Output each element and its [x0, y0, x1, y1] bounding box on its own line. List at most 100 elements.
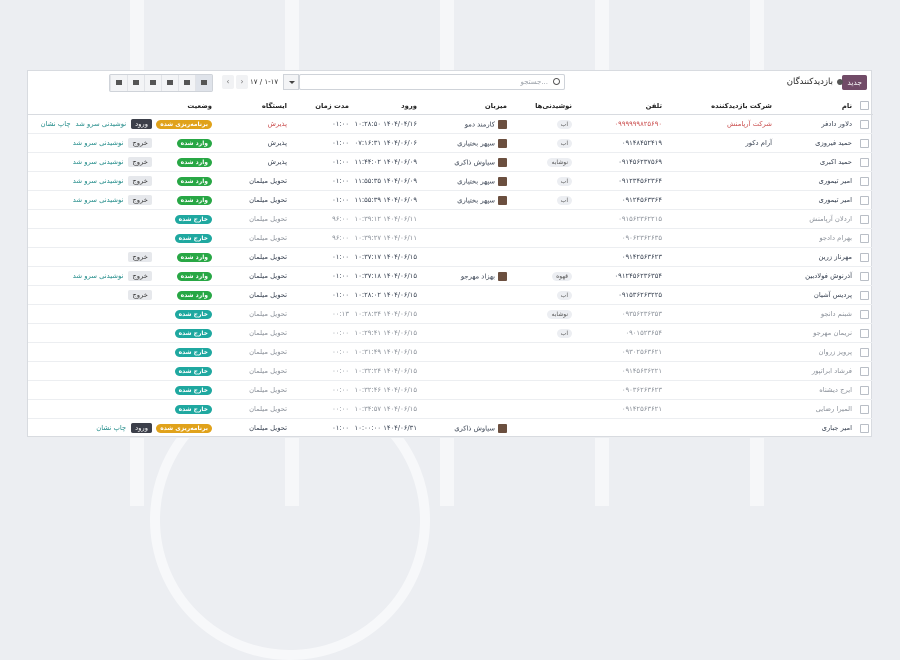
select-cell: [856, 361, 873, 381]
visitor-row[interactable]: مهرناز زرین ۰۹۱۴۲۵۶۳۶۲۳ ۱۴۰۴/۰۶/۱۵ ۱۰:۳۷:۱…: [28, 247, 873, 267]
duration: ۰۱:۰۰: [332, 139, 349, 147]
visitor-row[interactable]: شبنم دانجو ۰۹۳۵۶۲۳۶۳۵۳ نوشابه ۱۴۰۴/۰۶/۱۵ ۱۰…: [28, 304, 873, 324]
view-button[interactable]: [178, 75, 195, 91]
checkbox[interactable]: [860, 233, 869, 243]
actions-cell: [28, 380, 156, 400]
checkbox[interactable]: [860, 385, 869, 395]
checkbox[interactable]: [860, 366, 869, 376]
action-link[interactable]: نوشیدنی سرو شد: [72, 158, 124, 166]
action-link[interactable]: نوشیدنی سرو شد: [75, 120, 127, 128]
name-cell: امیر تیموری: [776, 171, 856, 191]
settings-icon[interactable]: [837, 79, 843, 85]
checkbox[interactable]: [860, 404, 869, 414]
action-link[interactable]: نوشیدنی سرو شد: [72, 139, 124, 147]
checkbox[interactable]: [860, 328, 869, 338]
checkbox[interactable]: [860, 157, 869, 167]
status-badge: وارد شده: [176, 290, 212, 300]
phone: ۰۹۱۴۵۶۲۳۷۵۶۹: [618, 158, 662, 166]
action-link[interactable]: نوشیدنی سرو شد: [72, 272, 124, 280]
next-page[interactable]: ›: [236, 75, 248, 89]
visitor-row[interactable]: حمید فیروزی آرام دکور ۰۹۱۴۸۴۵۲۴۱۹ اب سپهر بخ…: [28, 133, 873, 153]
checkbox[interactable]: [860, 176, 869, 186]
column-header[interactable]: نوشیدنی‌ها: [511, 97, 576, 115]
visitor-row[interactable]: آذرنوش فولادبین ۰۹۱۲۴۵۶۲۳۶۳۵۴ قهوه بهزاد مه…: [28, 266, 873, 286]
view-button[interactable]: [195, 75, 212, 91]
visitor-row[interactable]: پردیس آشیان ۰۹۱۵۳۶۲۶۳۲۲۵ اب ۱۴۰۴/۰۶/۱۵ ۱۰:۲…: [28, 285, 873, 305]
phone-cell: ۰۹۰۳۶۲۶۳۶۲۳: [576, 380, 666, 400]
action-light[interactable]: خروج: [128, 138, 152, 148]
checkbox[interactable]: [860, 271, 869, 281]
status-badge: خارج شده: [174, 404, 212, 414]
checkbox[interactable]: [860, 290, 869, 300]
checkbox[interactable]: [860, 309, 869, 319]
host-cell: [421, 380, 511, 400]
visitor-row[interactable]: پرویز زروان ۰۹۳۰۲۵۶۳۶۲۱ ۱۴۰۴/۰۶/۱۵ ۱۰:۳۱:۴…: [28, 342, 873, 362]
checkbox[interactable]: [860, 214, 869, 224]
action-light[interactable]: خروج: [128, 176, 152, 186]
name-cell: حمید اکبری: [776, 152, 856, 172]
company-cell: [666, 266, 776, 286]
view-button[interactable]: [110, 75, 127, 91]
checkbox[interactable]: [860, 101, 869, 110]
search-toggle[interactable]: [283, 74, 299, 90]
station: تحویل میلمان: [249, 196, 287, 204]
visitor-row[interactable]: فرشاد ابراتپور ۰۹۱۴۵۶۳۶۲۲۱ ۱۴۰۴/۰۶/۱۵ ۱۰:۳…: [28, 361, 873, 381]
station: تحویل میلمان: [249, 215, 287, 223]
action-link[interactable]: چاپ نشان: [96, 424, 127, 432]
column-header[interactable]: ایستگاه: [216, 97, 291, 115]
visitor-row[interactable]: امیر تیموری ۰۹۱۲۴۵۶۳۳۶۴ اب سپهر بختیاری ۱۴۰۴…: [28, 190, 873, 210]
actions-cell: خروج نوشیدنی سرو شد: [28, 133, 156, 153]
host: کارمند دمو: [464, 120, 495, 128]
action-link[interactable]: نوشیدنی سرو شد: [72, 177, 124, 185]
visitors-table: نام شرکت بازدیدکننده تلفن نوشیدنی‌ها میزبان و…: [28, 97, 873, 438]
action-light[interactable]: خروج: [128, 252, 152, 262]
view-button[interactable]: [161, 75, 178, 91]
visitor-row[interactable]: بهرام دادجو ۰۹۰۶۲۳۶۲۶۳۵ ۱۴۰۴/۰۶/۱۱ ۱۰:۳۹:۲…: [28, 228, 873, 248]
view-button[interactable]: [127, 75, 144, 91]
phone-cell: ۰۹۳۰۲۵۶۳۶۲۱: [576, 342, 666, 362]
visitor-row[interactable]: نریمان مهرجو ۰۹۰۱۵۲۳۶۵۴ اب ۱۴۰۴/۰۶/۱۵ ۱۰:۲۹…: [28, 323, 873, 343]
action-light[interactable]: خروج: [128, 290, 152, 300]
column-header[interactable]: تلفن: [576, 97, 666, 115]
host: سپهر بختیاری: [457, 196, 495, 204]
host: سیاوش ذاکری: [454, 158, 495, 166]
column-header[interactable]: ورود: [353, 97, 421, 115]
action-dark[interactable]: ورود: [131, 423, 152, 433]
checkbox[interactable]: [860, 252, 869, 262]
select-cell: [856, 114, 873, 134]
checkbox[interactable]: [860, 195, 869, 205]
visitor-row[interactable]: المیرا رضایی ۰۹۱۴۲۵۶۳۶۲۱ ۱۴۰۴/۰۶/۱۵ ۱۰:۳۴:…: [28, 399, 873, 419]
visitor-row[interactable]: امیر تیموری ۰۹۱۲۳۴۵۶۲۳۶۴ اب سپهر بختیاری ۱۴۰…: [28, 171, 873, 191]
host-cell: [421, 342, 511, 362]
visitor-row[interactable]: حمید اکبری ۰۹۱۴۵۶۲۳۷۵۶۹ نوشابه سیاوش ذاکری ۱…: [28, 152, 873, 172]
action-link[interactable]: چاپ نشان: [40, 120, 71, 128]
column-header[interactable]: وضعیت: [156, 97, 216, 115]
action-light[interactable]: خروج: [128, 271, 152, 281]
view-button[interactable]: [144, 75, 161, 91]
status-badge: برنامه‌ریزی شده: [156, 423, 212, 433]
visitor-row[interactable]: امیر جباری سیاوش ذاکری ۱۴۰۴/۰۶/۳۱ ۱۰:۰۰:۰۰…: [28, 418, 873, 438]
action-light[interactable]: خروج: [128, 157, 152, 167]
action-light[interactable]: خروج: [128, 195, 152, 205]
visitor-row[interactable]: دلاور دادفر شرکت آرپامنش ۰۹۹۹۹۹۹۸۲۵۶۹۰ اب کا…: [28, 114, 873, 134]
checkbox[interactable]: [860, 119, 869, 129]
checkbox[interactable]: [860, 347, 869, 357]
action-link[interactable]: نوشیدنی سرو شد: [72, 196, 124, 204]
new-button[interactable]: جدید: [842, 75, 867, 90]
checkbox[interactable]: [860, 138, 869, 148]
column-header[interactable]: مدت زمان: [291, 97, 353, 115]
column-header[interactable]: میزبان: [421, 97, 511, 115]
column-header[interactable]: نام: [776, 97, 856, 115]
visitor-row[interactable]: ایرج دیشناه ۰۹۰۳۶۲۶۳۶۲۳ ۱۴۰۴/۰۶/۱۵ ۱۰:۳۲:۴…: [28, 380, 873, 400]
station: تحویل میلمان: [249, 348, 287, 356]
column-header[interactable]: شرکت بازدیدکننده: [666, 97, 776, 115]
action-dark[interactable]: ورود: [131, 119, 152, 129]
actions-header: [28, 97, 156, 115]
prev-page[interactable]: ‹: [222, 75, 234, 89]
visitor-row[interactable]: اردلان آرپامنش ۰۹۱۵۶۲۳۶۲۲۱۵ ۱۴۰۴/۰۶/۱۱ ۱۰:…: [28, 209, 873, 229]
search-box[interactable]: جستجو...: [299, 74, 565, 90]
status-badge: برنامه‌ریزی شده: [156, 119, 212, 129]
checkbox[interactable]: [860, 423, 869, 433]
pager[interactable]: ۱-۱۷ / ۱۷: [250, 78, 279, 86]
host-cell: سپهر بختیاری: [421, 133, 511, 153]
